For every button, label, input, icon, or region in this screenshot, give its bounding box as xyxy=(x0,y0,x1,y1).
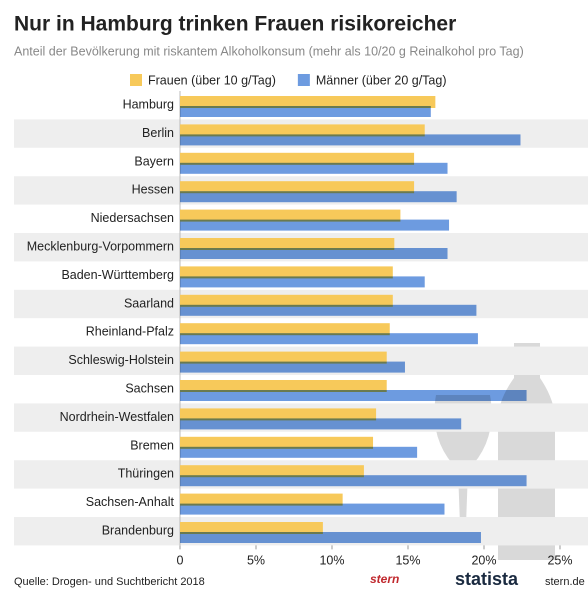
source: Quelle: Drogen- und Suchtbericht 2018 xyxy=(14,576,205,588)
bar xyxy=(180,106,431,117)
y-tick-label: Thüringen xyxy=(118,467,174,481)
bar xyxy=(180,333,478,345)
bar xyxy=(180,248,448,259)
bar xyxy=(180,323,390,336)
bar xyxy=(180,503,445,515)
bar xyxy=(180,304,477,316)
bar xyxy=(180,390,527,401)
x-tick-label: 10% xyxy=(319,554,344,568)
y-tick-label: Niedersachsen xyxy=(91,211,174,225)
x-tick-label: 25% xyxy=(547,554,572,568)
y-tick-label: Nordrhein-Westfalen xyxy=(60,410,174,424)
plot: Hamburg Berlin Bayern Hessen Niedersachsen Me… xyxy=(14,91,588,568)
bar xyxy=(180,219,450,231)
y-tick-label: Sachsen-Anhalt xyxy=(86,495,175,509)
bar xyxy=(180,475,527,487)
chart-subtitle: Anteil der Bevölkerung mit riskantem Alk… xyxy=(14,44,524,58)
bar xyxy=(180,446,418,458)
y-tick-label: Bayern xyxy=(134,154,174,168)
bar xyxy=(180,351,387,364)
y-tick-label: Mecklenburg-Vorpommern xyxy=(27,239,174,253)
bar xyxy=(180,361,405,373)
bar xyxy=(180,522,323,534)
legend-label: Männer (über 20 g/Tag) xyxy=(316,73,447,87)
legend-swatch xyxy=(130,74,142,86)
y-tick-label: Hessen xyxy=(132,183,174,197)
y-tick-label: Baden-Württemberg xyxy=(61,268,174,282)
bar xyxy=(180,493,343,506)
bar xyxy=(180,436,374,449)
y-tick-label: Bremen xyxy=(130,438,174,452)
bar xyxy=(180,191,457,203)
x-tick-label: 0 xyxy=(177,554,184,568)
y-tick-label: Schleswig-Holstein xyxy=(68,353,174,367)
y-tick-label: Berlin xyxy=(142,126,174,140)
x-tick-label: 15% xyxy=(395,554,420,568)
y-tick-label: Hamburg xyxy=(123,97,174,111)
bar xyxy=(180,380,387,392)
y-tick-label: Sachsen xyxy=(125,381,174,395)
bar xyxy=(180,276,425,288)
bar xyxy=(180,124,425,137)
bar xyxy=(180,162,448,174)
legend-swatch xyxy=(297,74,310,86)
legend-label: Frauen (über 10 g/Tag) xyxy=(148,73,276,87)
bar xyxy=(180,181,415,194)
bar xyxy=(180,209,401,222)
y-tick-label: Saarland xyxy=(124,296,174,310)
bar xyxy=(180,408,377,421)
bar xyxy=(180,532,481,543)
bar xyxy=(180,238,395,250)
bar xyxy=(180,465,364,478)
legend: Frauen (über 10 g/Tag) Männer (über 20 g/… xyxy=(130,73,447,87)
x-tick-label: 5% xyxy=(247,554,265,568)
y-tick-label: Rheinland-Pfalz xyxy=(86,325,174,339)
bar xyxy=(180,418,462,430)
chart-title: Nur in Hamburg trinken Frauen risikoreic… xyxy=(14,13,456,36)
logo-statista: statista xyxy=(455,569,519,589)
bar xyxy=(180,266,393,279)
bar xyxy=(180,152,415,165)
y-tick-label: Brandenburg xyxy=(102,523,174,537)
logo-stern-de: stern.de xyxy=(545,576,585,588)
logo-stern: stern xyxy=(370,572,399,586)
bar xyxy=(180,134,521,146)
bar xyxy=(180,96,436,108)
bar xyxy=(180,294,393,307)
x-tick-label: 20% xyxy=(471,554,496,568)
